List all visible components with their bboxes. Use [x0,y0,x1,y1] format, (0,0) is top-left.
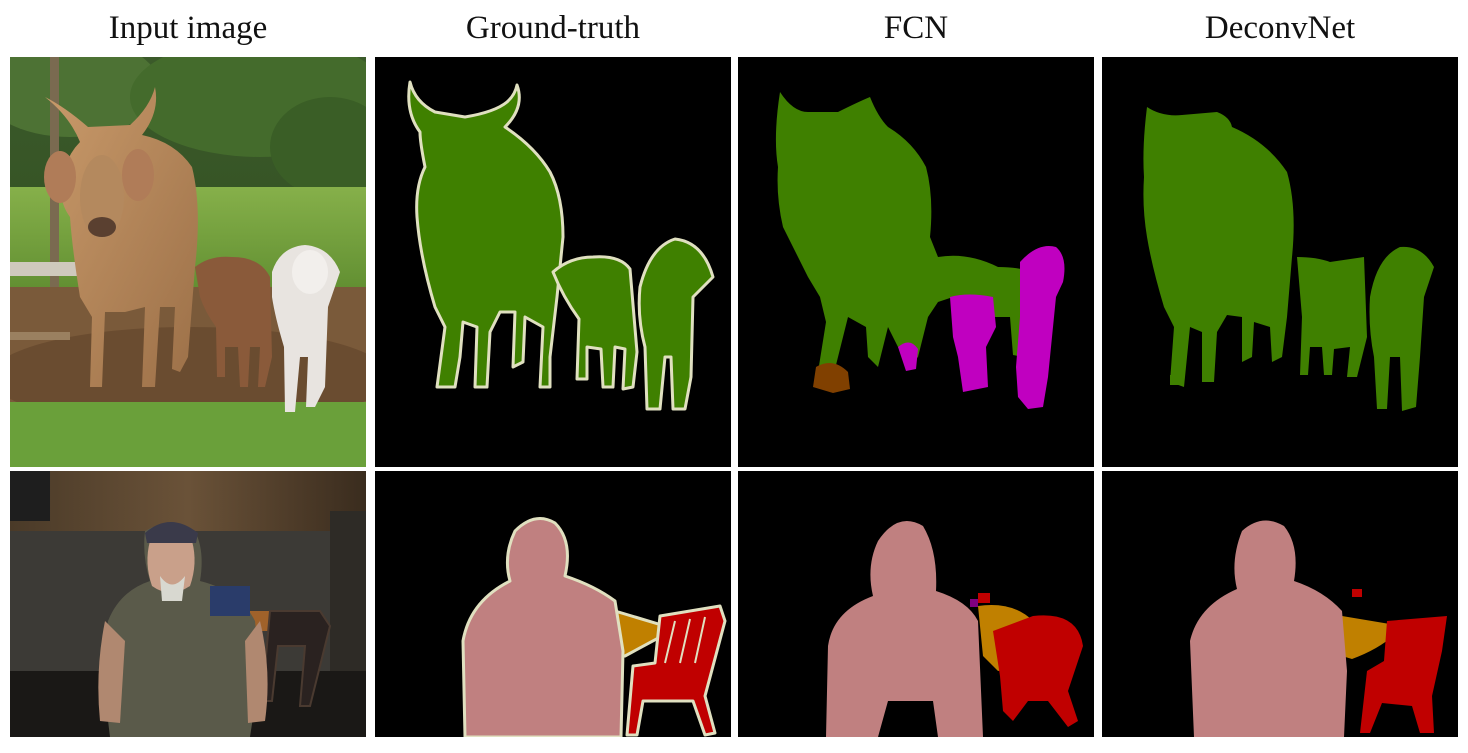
column-title-ground-truth: Ground-truth [465,10,641,46]
fcn-segmentation-cows [738,57,1094,467]
ground-truth-segmentation-person [375,471,731,737]
deconvnet-segmentation-cows [1102,57,1458,467]
fcn-segmentation-person [738,471,1094,737]
ground-truth-segmentation-cows [375,57,731,467]
column-title-input: Input image [108,10,268,46]
deconvnet-segmentation-person [1102,471,1458,737]
column-title-fcn: FCN [883,10,949,46]
input-photo-cows [10,57,366,467]
input-photo-person [10,471,366,737]
column-title-deconvnet: DeconvNet [1204,10,1356,46]
